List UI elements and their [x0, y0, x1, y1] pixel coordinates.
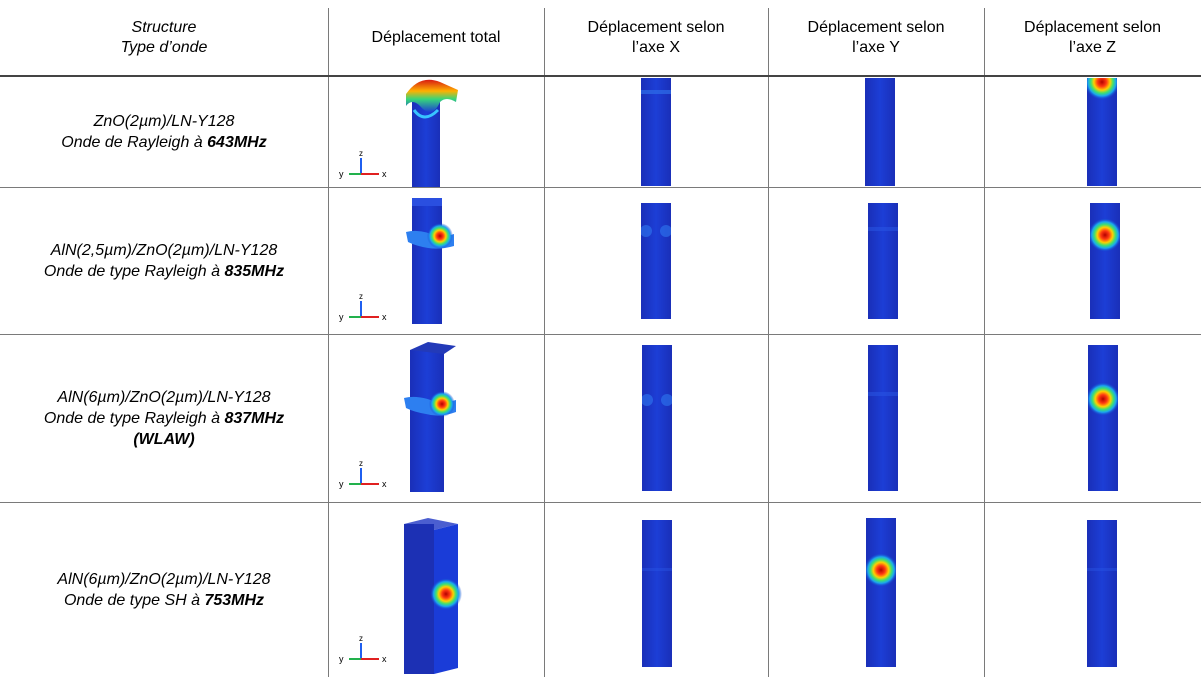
row-divider [0, 334, 1201, 335]
axis-y-label: y [339, 654, 344, 664]
axis-z-label: z [359, 635, 363, 643]
row-structure: AlN(2,5µm)/ZnO(2µm)/LN-Y128 [50, 242, 278, 259]
row-wave: Onde de type SH à 753MHz [64, 590, 264, 611]
x-displacement-plot-4 [642, 520, 672, 667]
x-displacement-plot-2 [641, 203, 671, 319]
row-extra: (WLAW) [133, 431, 195, 448]
total-displacement-plot-3 [400, 342, 470, 492]
axis-y-label: y [339, 479, 344, 489]
row-wave-prefix: Onde de type Rayleigh à [43, 263, 225, 280]
header-structure: Structure Type d’onde [0, 0, 328, 76]
deformed-block-4 [404, 518, 462, 674]
axis-x-label: x [382, 312, 387, 322]
axis-x-label: x [382, 479, 387, 489]
deformed-block-3 [404, 342, 456, 492]
z-displacement-plot-4 [1087, 520, 1117, 667]
axis-x-label: x [382, 654, 387, 664]
header-z-line1: Déplacement selon [1024, 19, 1161, 36]
row-label-1: ZnO(2µm)/LN-Y128 Onde de Rayleigh à 643M… [0, 77, 328, 187]
row-wave: Onde de type Rayleigh à 835MHz [44, 261, 284, 282]
z-displacement-plot-1 [1087, 78, 1117, 186]
header-x-displacement: Déplacement selon l’axe X [544, 0, 768, 76]
row-wave-prefix: Onde de type SH à [63, 592, 205, 609]
header-y-displacement: Déplacement selon l’axe Y [768, 0, 984, 76]
axes-triad-2: z y x [335, 292, 391, 328]
axis-z-label: z [359, 293, 363, 301]
row-structure: AlN(6µm)/ZnO(2µm)/LN-Y128 [57, 389, 271, 406]
row-label-4: AlN(6µm)/ZnO(2µm)/LN-Y128 Onde de type S… [0, 503, 328, 677]
row-wave: Onde de Rayleigh à 643MHz [61, 132, 266, 153]
column-divider [328, 8, 329, 677]
row-frequency: 643MHz [207, 134, 267, 151]
row-label-3: AlN(6µm)/ZnO(2µm)/LN-Y128 Onde de type R… [0, 335, 328, 502]
axis-z-label: z [359, 150, 363, 158]
total-displacement-plot-2 [400, 198, 470, 324]
y-displacement-plot-3 [868, 345, 898, 491]
header-y-line1: Déplacement selon [807, 19, 945, 36]
row-label-2: AlN(2,5µm)/ZnO(2µm)/LN-Y128 Onde de type… [0, 188, 328, 334]
header-z-displacement: Déplacement selon l’axe Z [984, 0, 1201, 76]
row-frequency: 753MHz [204, 592, 265, 609]
row-structure: ZnO(2µm)/LN-Y128 [93, 113, 235, 130]
z-displacement-plot-3 [1088, 345, 1118, 491]
y-displacement-plot-4 [866, 518, 896, 667]
column-divider [768, 8, 769, 677]
axes-triad-3: z y x [335, 459, 391, 495]
row-structure: AlN(6µm)/ZnO(2µm)/LN-Y128 [57, 571, 271, 588]
row-divider [0, 502, 1201, 503]
axis-z-label: z [359, 460, 363, 468]
header-structure-line2: Type d’onde [120, 39, 208, 56]
deformed-block-1 [406, 79, 458, 187]
x-displacement-plot-3 [642, 345, 672, 491]
y-displacement-plot-1 [865, 78, 895, 186]
row-frequency: 837MHz [224, 410, 285, 427]
total-displacement-plot-4 [400, 518, 470, 676]
header-x-line2: l’axe X [631, 39, 681, 56]
axis-y-label: y [339, 169, 344, 179]
row-divider [0, 187, 1201, 188]
axes-triad-4: z y x [335, 634, 391, 670]
header-x-line1: Déplacement selon [587, 19, 725, 36]
row-wave-prefix: Onde de Rayleigh à [61, 134, 208, 151]
header-z-line2: l’axe Z [1068, 39, 1117, 56]
deformed-block-2 [406, 198, 454, 324]
total-displacement-plot-1 [400, 76, 470, 187]
header-divider [0, 75, 1201, 77]
axes-triad-1: z y x [335, 149, 391, 185]
axis-y-label: y [339, 312, 344, 322]
header-y-line2: l’axe Y [852, 39, 900, 56]
header-structure-line1: Structure [131, 19, 197, 36]
x-displacement-plot-1 [641, 78, 671, 186]
y-displacement-plot-2 [868, 203, 898, 319]
row-wave-prefix: Onde de type Rayleigh à [43, 410, 225, 427]
axis-x-label: x [382, 169, 387, 179]
row-frequency: 835MHz [224, 263, 285, 280]
row-wave: Onde de type Rayleigh à 837MHz [44, 408, 284, 429]
header-total-displacement: Déplacement total [328, 0, 544, 76]
column-divider [544, 8, 545, 677]
column-divider [984, 8, 985, 677]
header-total-label: Déplacement total [371, 29, 501, 46]
z-displacement-plot-2 [1090, 203, 1120, 319]
